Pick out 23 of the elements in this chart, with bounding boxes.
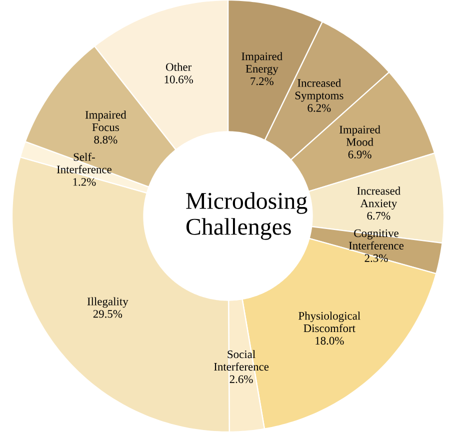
slice-label: Cognitive Interference [348,229,404,250]
data-label: 8.8% [94,136,118,144]
slice-label: Impaired Mood [340,125,380,146]
slice-label: Other [166,62,192,71]
slice-label: Self-Interference [56,152,112,174]
data-label: 2.3% [364,254,388,262]
data-label: 18.0% [316,336,344,345]
data-label: 6.7% [367,212,390,220]
slice-label: Impaired Focus [85,110,126,132]
slice-label: Illegality [87,297,128,308]
data-label: 2.6% [230,375,253,384]
slice-label: Social Interference [214,350,269,371]
data-label: 6.9% [348,150,372,158]
data-label: 10.6% [164,76,193,84]
slice-label: Increased Symptoms [295,78,344,102]
slice-label: Physiological Discomfort [298,312,360,332]
text: Microdosing Challenges [186,192,308,240]
data-label: 7.2% [250,77,274,86]
slice-label: Impaired Energy [242,52,282,76]
data-label: 29.5% [93,310,122,318]
slice-label: Increased Anxiety [357,186,400,210]
data-label: 6.2% [308,104,331,112]
data-label: 1.2% [73,178,96,186]
